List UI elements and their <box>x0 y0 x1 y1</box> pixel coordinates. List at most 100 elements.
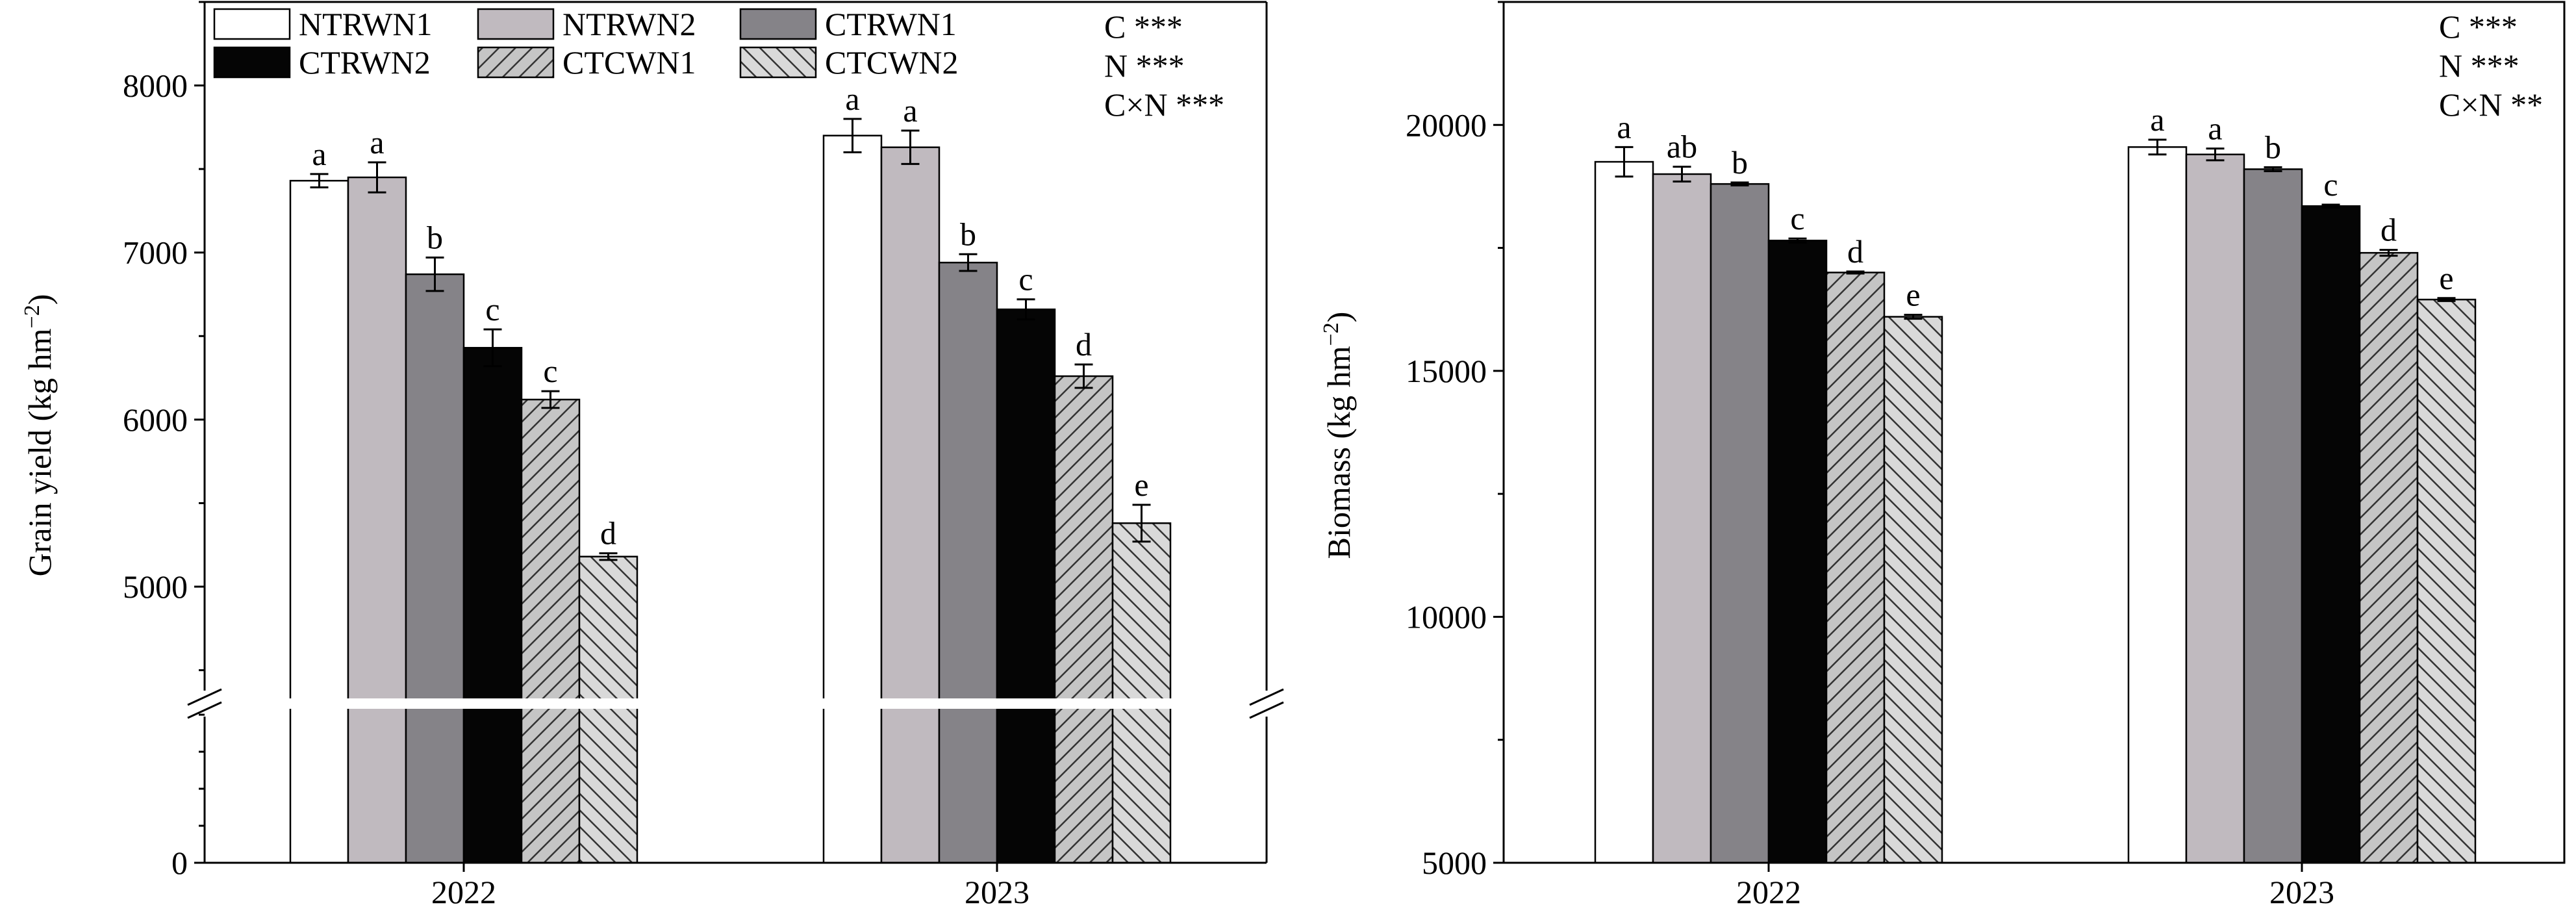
bar-ntrwn2-2023 <box>880 146 941 864</box>
significance-letter: a <box>845 81 859 117</box>
left-y-ticks: 0 5000 6000 7000 8000 <box>123 1 205 881</box>
axis-break-band <box>206 698 1265 709</box>
bar-ctcwn2-2022 <box>578 555 638 864</box>
error-bar-ctrwn2-2022 <box>483 328 502 368</box>
significance-letter: ab <box>1667 129 1697 165</box>
error-bar-ntrwn2-2022 <box>368 161 386 194</box>
right-y-axis-label: Biomass (kg hm−2) <box>1319 312 1357 559</box>
y-tick-label: 5000 <box>123 568 188 605</box>
bar-ctcwn1-2023 <box>2358 251 2419 864</box>
bar-ntrwn1-2023 <box>822 134 883 864</box>
error-bar-ctcwn2-2022 <box>599 552 618 561</box>
stats-annotation: N *** <box>2439 47 2519 84</box>
y-tick-label: 20000 <box>1406 107 1487 143</box>
legend-label: CTCWN1 <box>562 44 696 81</box>
error-bar-ctrwn1-2022 <box>1730 181 1749 186</box>
stats-annotation: C×N ** <box>2439 86 2543 123</box>
error-bar-ctrwn2-2023 <box>2321 203 2340 209</box>
legend-label: CTRWN1 <box>825 6 957 42</box>
stats-annotation: C×N *** <box>1104 86 1224 123</box>
error-bar-ctrwn2-2023 <box>1017 298 1035 321</box>
error-bar-ctrwn1-2023 <box>959 253 978 272</box>
y-tick-label: 8000 <box>123 68 188 104</box>
significance-letter: a <box>2150 101 2164 138</box>
legend-swatch <box>213 8 291 40</box>
legend-swatch <box>739 46 817 79</box>
bar-ctcwn1-2022 <box>520 398 581 864</box>
right-plot-frame <box>1502 1 2566 864</box>
left-y-axis-label-sup: −2 <box>20 305 44 328</box>
stats-annotation: C *** <box>2439 8 2518 45</box>
left-y-axis-label-close: ) <box>21 294 58 305</box>
error-bar-ntrwn1-2023 <box>2148 138 2167 156</box>
error-bar-ctcwn2-2023 <box>2437 297 2456 302</box>
legend-item-ntrwn2: NTRWN2 <box>477 6 696 42</box>
bar-ctrwn2-2022 <box>462 347 523 864</box>
legend-item-ntrwn1: NTRWN1 <box>213 6 433 42</box>
error-bar-ctrwn1-2022 <box>425 256 444 292</box>
bar-ctrwn1-2023 <box>2243 168 2303 864</box>
error-bar-ctrwn2-2022 <box>1788 237 1807 244</box>
y-tick-label: 15000 <box>1406 353 1487 389</box>
bar-ntrwn2-2022 <box>1652 173 1712 864</box>
significance-letter: d <box>1847 233 1863 270</box>
legend-label: CTCWN2 <box>825 44 959 81</box>
legend-item-ctcwn1: CTCWN1 <box>477 44 696 81</box>
error-bar-ntrwn2-2023 <box>2206 147 2225 162</box>
bar-ctrwn1-2023 <box>938 261 998 864</box>
significance-letter: c <box>543 353 557 389</box>
axis-break-mark <box>1249 688 1284 719</box>
bar-ctcwn2-2022 <box>1883 316 1943 864</box>
axis-break-mark <box>187 688 222 719</box>
legend: NTRWN1 NTRWN2 CTRWN1 CTRWN2 CTCWN1 CTCWN2 <box>213 6 959 81</box>
x-category-label: 2023 <box>2269 874 2334 910</box>
bar-ctcwn1-2023 <box>1054 375 1114 864</box>
left-y-axis-label-main: Grain yield (kg hm <box>21 328 58 576</box>
error-bar-ntrwn1-2023 <box>843 118 862 153</box>
legend-label: NTRWN1 <box>299 6 433 42</box>
stats-annotation: C *** <box>1104 8 1183 45</box>
error-bar-ntrwn1-2022 <box>310 173 329 188</box>
legend-item-ctcwn2: CTCWN2 <box>739 44 959 81</box>
x-category-label: 2023 <box>965 874 1029 910</box>
grain-yield-chart: a a a a b b c c c d d e 0 5000 6000 7000 8000 2022 2023 NTR… <box>123 1 1284 910</box>
significance-letter: c <box>1018 261 1033 298</box>
significance-letter: b <box>427 219 443 255</box>
error-bar-ctcwn1-2023 <box>2379 249 2398 257</box>
bar-ctcwn2-2023 <box>1111 522 1172 864</box>
error-bar-ctcwn1-2023 <box>1074 363 1093 389</box>
error-bar-ntrwn2-2022 <box>1673 166 1691 183</box>
x-category-label: 2022 <box>1736 874 1801 910</box>
right-y-axis-label-main: Biomass (kg hm <box>1320 346 1357 559</box>
error-bar-ctrwn1-2023 <box>2264 166 2282 172</box>
significance-letter: d <box>1076 326 1092 363</box>
bar-ntrwn1-2022 <box>289 179 349 864</box>
significance-letter: d <box>2380 212 2397 248</box>
legend-swatch <box>739 8 817 40</box>
significance-letter: a <box>903 92 917 129</box>
significance-letter: b <box>1732 144 1748 181</box>
y-tick-label: 5000 <box>1422 845 1487 881</box>
significance-letter: e <box>1906 277 1920 313</box>
y-tick-label: 0 <box>171 845 188 881</box>
bar-ctrwn1-2022 <box>405 273 465 864</box>
error-bar-ctcwn2-2022 <box>1904 314 1923 320</box>
bar-ctrwn2-2023 <box>996 308 1056 864</box>
significance-letter: d <box>600 515 616 552</box>
stats-annotation: N *** <box>1104 47 1185 84</box>
bar-ntrwn1-2022 <box>1594 160 1654 864</box>
legend-swatch <box>477 8 555 40</box>
bar-ctrwn2-2022 <box>1767 239 1828 864</box>
significance-letter: b <box>960 216 976 252</box>
legend-swatch <box>477 46 555 79</box>
bar-ntrwn2-2023 <box>2185 153 2245 864</box>
bar-ntrwn1-2023 <box>2127 146 2188 864</box>
bar-ctcwn1-2022 <box>1825 272 1886 864</box>
bar-ctcwn2-2023 <box>2416 298 2477 864</box>
significance-letter: b <box>2265 129 2281 165</box>
error-bar-ctcwn1-2022 <box>541 390 560 409</box>
bar-ctrwn1-2022 <box>1710 183 1770 864</box>
significance-letter: c <box>1790 200 1804 236</box>
